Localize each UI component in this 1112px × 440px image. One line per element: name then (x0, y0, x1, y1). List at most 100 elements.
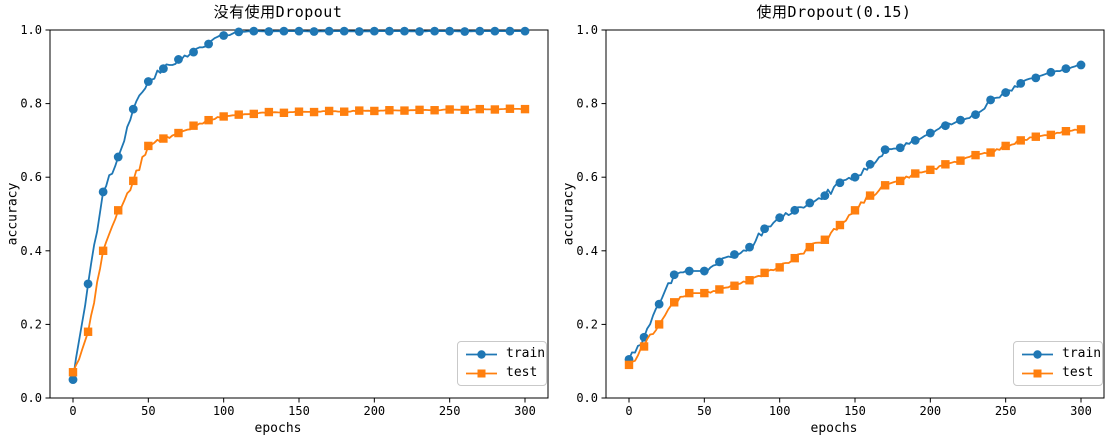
test-marker (355, 106, 364, 115)
legend-item-test: test (1021, 365, 1097, 381)
test-marker (926, 165, 935, 175)
train-marker (730, 250, 739, 259)
train-marker (189, 47, 198, 57)
test-marker (400, 106, 409, 115)
test-marker (445, 105, 454, 114)
y-tick-label: 0.6 (20, 170, 42, 184)
x-tick-label: 0 (625, 404, 632, 418)
y-tick-label: 0.8 (20, 97, 42, 111)
test-marker (805, 242, 814, 252)
train-marker (430, 26, 439, 36)
x-tick-label: 200 (919, 404, 941, 418)
test-marker (174, 128, 183, 138)
y-tick-label: 0.4 (20, 244, 42, 258)
test-marker (835, 220, 845, 230)
test-marker (129, 176, 138, 186)
test-marker (219, 112, 228, 121)
test-marker (1031, 132, 1040, 141)
test-marker (865, 191, 875, 200)
test-marker (654, 320, 664, 329)
x-tick-label: 50 (141, 404, 155, 418)
test-marker (430, 106, 439, 115)
train-marker (1061, 64, 1071, 74)
test-marker (745, 276, 754, 285)
test-marker (204, 115, 213, 125)
x-tick-label: 200 (363, 404, 385, 418)
legend-label-test: test (1062, 365, 1094, 380)
plot-area: 0 50 100 150 200 250 300 0.0 0.2 0.4 0.6 0.8 1.0 (20, 23, 549, 418)
x-axis-label: epochs (810, 421, 858, 436)
test-marker (144, 141, 153, 151)
train-marker (865, 159, 875, 169)
x-tick-label: 300 (1070, 404, 1092, 418)
train-marker (1016, 78, 1026, 88)
train-marker (1076, 60, 1086, 70)
legend-item-test: test (465, 365, 541, 381)
train-marker (113, 152, 123, 162)
test-marker (385, 106, 394, 115)
train-marker (669, 270, 679, 280)
chart-no-dropout: 没有使用Dropout 0 50 100 150 200 250 300 0.0 0.2 0.4 0… (5, 3, 549, 436)
chart-title: 没有使用Dropout (213, 3, 343, 21)
test-marker (820, 235, 830, 244)
train-marker (1046, 67, 1056, 77)
test-line (628, 128, 1082, 366)
x-tick-label: 250 (995, 404, 1017, 418)
test-marker (715, 285, 724, 294)
test-marker (264, 107, 274, 117)
y-axis-label: accuracy (5, 182, 21, 246)
test-marker (324, 106, 334, 116)
train-marker (835, 178, 845, 188)
plot-area: 0 50 100 150 200 250 300 0.0 0.2 0.4 0.6 0.8 1.0 (576, 23, 1105, 418)
test-marker (971, 150, 980, 160)
train-marker (1031, 73, 1041, 83)
train-marker (68, 375, 78, 384)
x-tick-label: 100 (213, 404, 235, 418)
train-marker (715, 257, 724, 267)
train-marker (699, 266, 709, 276)
train-marker (684, 266, 694, 276)
train-marker (654, 299, 664, 309)
test-marker (941, 160, 950, 169)
test-marker (249, 109, 258, 119)
train-marker (850, 172, 860, 182)
train-marker (925, 128, 935, 138)
train-marker (790, 205, 800, 215)
y-tick-label: 0.2 (20, 317, 42, 331)
test-marker (639, 342, 649, 351)
test-marker (505, 104, 515, 113)
train-marker (986, 95, 995, 105)
train-marker (956, 115, 965, 125)
train-marker (745, 242, 754, 252)
train-marker (128, 104, 138, 114)
chart-title: 使用Dropout(0.15) (756, 3, 912, 21)
train-marker (1001, 88, 1011, 97)
x-tick-label: 100 (769, 404, 791, 418)
train-line-swatch-icon (466, 349, 497, 359)
train-line (72, 30, 526, 381)
test-marker (159, 134, 168, 143)
train-marker (339, 26, 349, 36)
legend: train test (457, 341, 547, 386)
train-marker (820, 191, 830, 201)
test-marker (294, 107, 304, 116)
test-marker (68, 368, 78, 377)
train-marker (143, 77, 153, 86)
test-marker (880, 181, 890, 190)
test-marker (685, 288, 694, 298)
test-marker (1061, 127, 1071, 136)
train-marker (294, 26, 304, 36)
train-marker (971, 110, 980, 120)
train-marker (895, 143, 905, 153)
test-marker (896, 176, 905, 186)
train-marker (505, 26, 515, 36)
x-tick-label: 250 (439, 404, 461, 418)
test-line-swatch-icon (466, 369, 497, 377)
y-tick-label: 0.0 (576, 391, 598, 405)
train-marker (174, 55, 183, 64)
train-marker (98, 187, 108, 197)
x-tick-label: 0 (69, 404, 76, 418)
test-marker (370, 106, 379, 116)
test-marker (83, 327, 93, 336)
y-tick-label: 1.0 (20, 23, 42, 37)
